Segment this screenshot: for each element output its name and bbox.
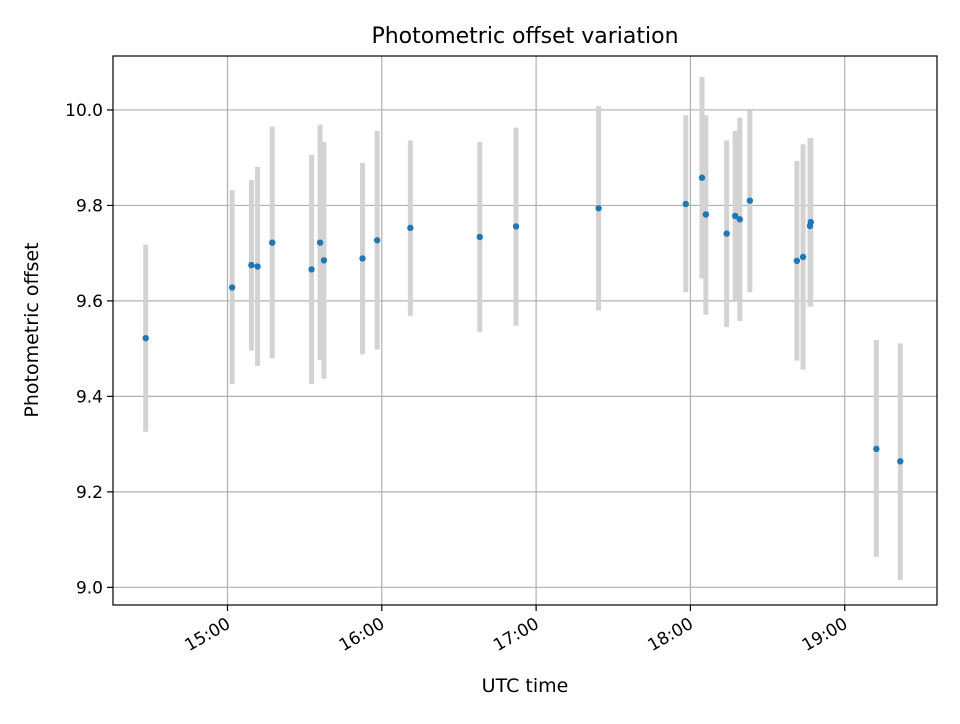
data-point — [698, 174, 706, 181]
data-point — [723, 230, 730, 237]
y-tick-label: 9.6 — [76, 292, 103, 312]
data-point — [799, 253, 807, 261]
data-point — [269, 239, 276, 246]
data-point — [359, 255, 366, 262]
y-tick-label: 9.4 — [76, 387, 103, 407]
x-tick-label: 17:00 — [490, 614, 542, 656]
y-axis-ticks: 9.0 9.2 9.4 9.6 9.8 10.0 — [65, 101, 113, 598]
data-point — [897, 458, 904, 465]
data-point — [320, 257, 328, 264]
data-point — [746, 197, 754, 204]
y-tick-label: 9.0 — [76, 578, 103, 598]
data-point — [682, 200, 689, 208]
data-point — [736, 216, 743, 223]
y-axis-label: Photometric offset — [21, 242, 43, 417]
data-point — [873, 445, 880, 453]
data-point — [512, 223, 520, 230]
data-point — [407, 224, 414, 232]
chart-title: Photometric offset variation — [371, 24, 678, 49]
data-point — [142, 334, 149, 342]
y-tick-label: 9.2 — [76, 483, 103, 503]
data-point — [254, 263, 261, 270]
data-point — [373, 237, 381, 244]
y-tick-label: 10.0 — [65, 101, 103, 121]
x-tick-label: 15:00 — [182, 614, 234, 656]
data-point — [793, 257, 801, 265]
data-point — [476, 233, 483, 241]
data-points — [142, 174, 904, 465]
x-tick-label: 19:00 — [799, 614, 851, 656]
data-point — [248, 261, 255, 269]
data-point — [595, 205, 602, 212]
data-point — [316, 239, 324, 246]
data-point — [731, 212, 739, 220]
x-axis-label: UTC time — [482, 675, 569, 697]
data-point — [702, 211, 710, 218]
x-tick-label: 18:00 — [644, 614, 696, 656]
grid-lines — [113, 56, 937, 605]
error-bars — [143, 77, 903, 581]
data-point — [308, 266, 315, 273]
plot-frame — [112, 55, 938, 606]
data-point — [807, 218, 814, 226]
x-tick-label: 16:00 — [336, 614, 388, 656]
data-point — [228, 284, 236, 291]
x-axis-ticks: 15:00 16:00 17:00 18:00 19:00 — [182, 605, 851, 656]
y-tick-label: 9.8 — [76, 196, 103, 216]
